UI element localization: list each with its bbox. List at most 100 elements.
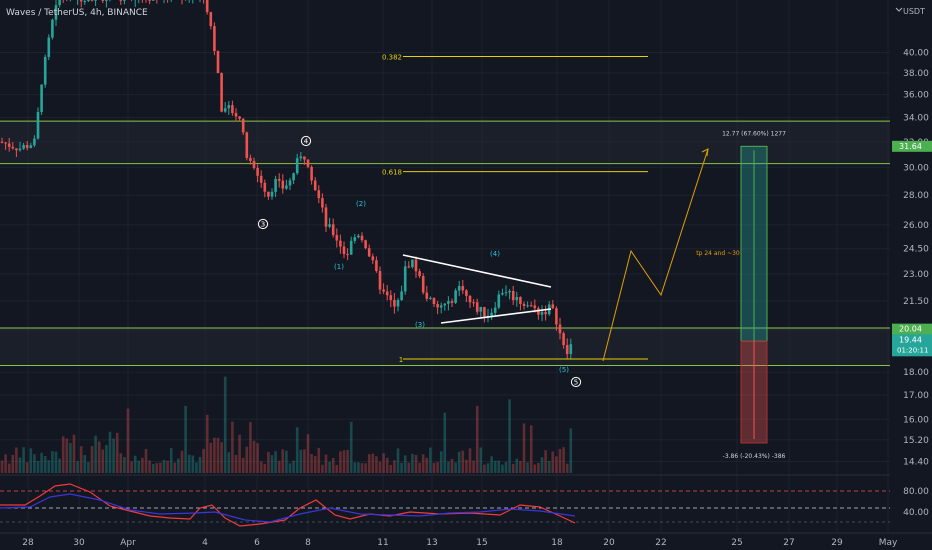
volume-bar <box>306 434 310 473</box>
candle-body <box>497 294 501 308</box>
candle-body <box>443 303 447 306</box>
price-tick-label: 14.40 <box>903 457 929 467</box>
volume-bar <box>259 461 263 473</box>
volume-bar <box>115 432 119 473</box>
volume-bar <box>551 451 555 473</box>
candle-body <box>447 301 450 304</box>
time-tick-label: 4 <box>202 538 208 548</box>
volume-bar <box>155 463 159 473</box>
time-axis[interactable]: 28 30 Apr 4 6 8 11 13 15 18 20 22 25 27 29 May <box>0 532 932 548</box>
projection-path <box>602 148 709 362</box>
volume-bar <box>396 448 400 473</box>
volume-bar <box>389 464 393 473</box>
candle-body <box>249 157 252 161</box>
volume-bar <box>61 436 65 473</box>
candle-body <box>501 293 504 295</box>
volume-bar <box>375 456 378 473</box>
volume-bar <box>526 462 529 473</box>
candle-body <box>33 138 36 146</box>
candle-body <box>331 224 335 236</box>
candle-body <box>263 182 267 192</box>
volume-bar <box>51 451 54 473</box>
time-tick-label: 22 <box>655 538 666 548</box>
volume-bar <box>555 456 558 473</box>
volume-bar <box>522 423 526 473</box>
candle-body <box>346 254 349 256</box>
volume-bar <box>432 462 436 473</box>
chevron-down-icon[interactable] <box>895 7 903 12</box>
candle-body <box>90 0 94 1</box>
candle-body <box>54 5 58 20</box>
candle-body <box>407 266 411 268</box>
volume-bar <box>263 463 267 473</box>
volume-bar <box>90 446 94 473</box>
candle-body <box>277 178 281 181</box>
volume-bar <box>223 376 227 473</box>
volume-bar <box>461 450 465 473</box>
candle-body <box>454 290 457 303</box>
candle-body <box>418 271 421 277</box>
candle-body <box>562 333 565 346</box>
wave-minor-label: (3) <box>415 321 425 329</box>
volume-bar <box>562 447 565 473</box>
volume-bar <box>209 442 213 473</box>
candle-body <box>317 190 321 199</box>
candle-body <box>87 0 90 2</box>
osc-tick-label: 80.00 <box>903 487 929 497</box>
volume-bar <box>414 455 418 473</box>
volume-bar <box>364 463 367 473</box>
volume-bar <box>465 459 468 473</box>
time-tick-label: 30 <box>73 538 85 548</box>
volume-bar <box>378 461 382 473</box>
candle-body <box>256 167 259 176</box>
volume-bar <box>7 463 11 473</box>
volume-bar <box>15 447 18 473</box>
volume-bar <box>187 454 191 473</box>
volume-bar <box>565 463 569 473</box>
candle-body <box>241 118 245 133</box>
candle-body <box>450 301 454 303</box>
position-note: tp 24 and ~30 <box>696 250 740 257</box>
price-tick-label: 18.00 <box>903 368 929 378</box>
candle-body <box>101 0 105 1</box>
volume-bar <box>123 457 126 473</box>
volume-bar <box>29 448 33 473</box>
volume-bar <box>357 462 360 473</box>
candle-body <box>436 303 439 308</box>
volume-bar <box>436 461 439 473</box>
volume-bar <box>558 448 562 473</box>
long-position-tool[interactable]: 12.77 (67.60%) 1277 -3.86 (-20.43%) -386 t… <box>696 130 786 460</box>
volume-bar <box>231 421 234 473</box>
volume-bar <box>43 456 47 473</box>
volume-bar <box>317 447 321 473</box>
volume-bar <box>288 463 292 473</box>
candle-body <box>40 84 43 113</box>
volume-bar <box>256 443 259 473</box>
volume-bar <box>94 435 97 473</box>
price-axis[interactable]: 40.0038.0036.0034.0032.0030.0028.0026.00… <box>890 0 932 533</box>
triangle-lower-line <box>440 308 552 324</box>
osc-tick-label: 40.00 <box>903 508 929 518</box>
fib-label: 0.618 <box>382 169 402 177</box>
volume-bar <box>213 437 216 473</box>
price-badge <box>892 140 932 152</box>
candle-body <box>29 145 33 148</box>
time-tick-label: May <box>879 538 898 548</box>
price-tick-label: 15.20 <box>903 436 929 446</box>
candle-body <box>544 312 547 315</box>
wave-major-circle <box>300 135 312 147</box>
price-tick-label: 26.00 <box>903 221 929 231</box>
volume-bar <box>418 462 421 473</box>
volume-bar <box>65 438 69 473</box>
volume-bar <box>112 438 115 473</box>
candle-body <box>292 173 295 181</box>
volume-bar <box>457 451 461 473</box>
volume-bar <box>148 460 151 473</box>
volume-bar <box>511 463 515 473</box>
price-badge-countdown: 01:20:11 <box>897 346 928 354</box>
volume-bar <box>371 453 375 473</box>
volume-bar <box>151 463 155 473</box>
candle-body <box>303 156 306 160</box>
candle-body <box>414 259 418 272</box>
